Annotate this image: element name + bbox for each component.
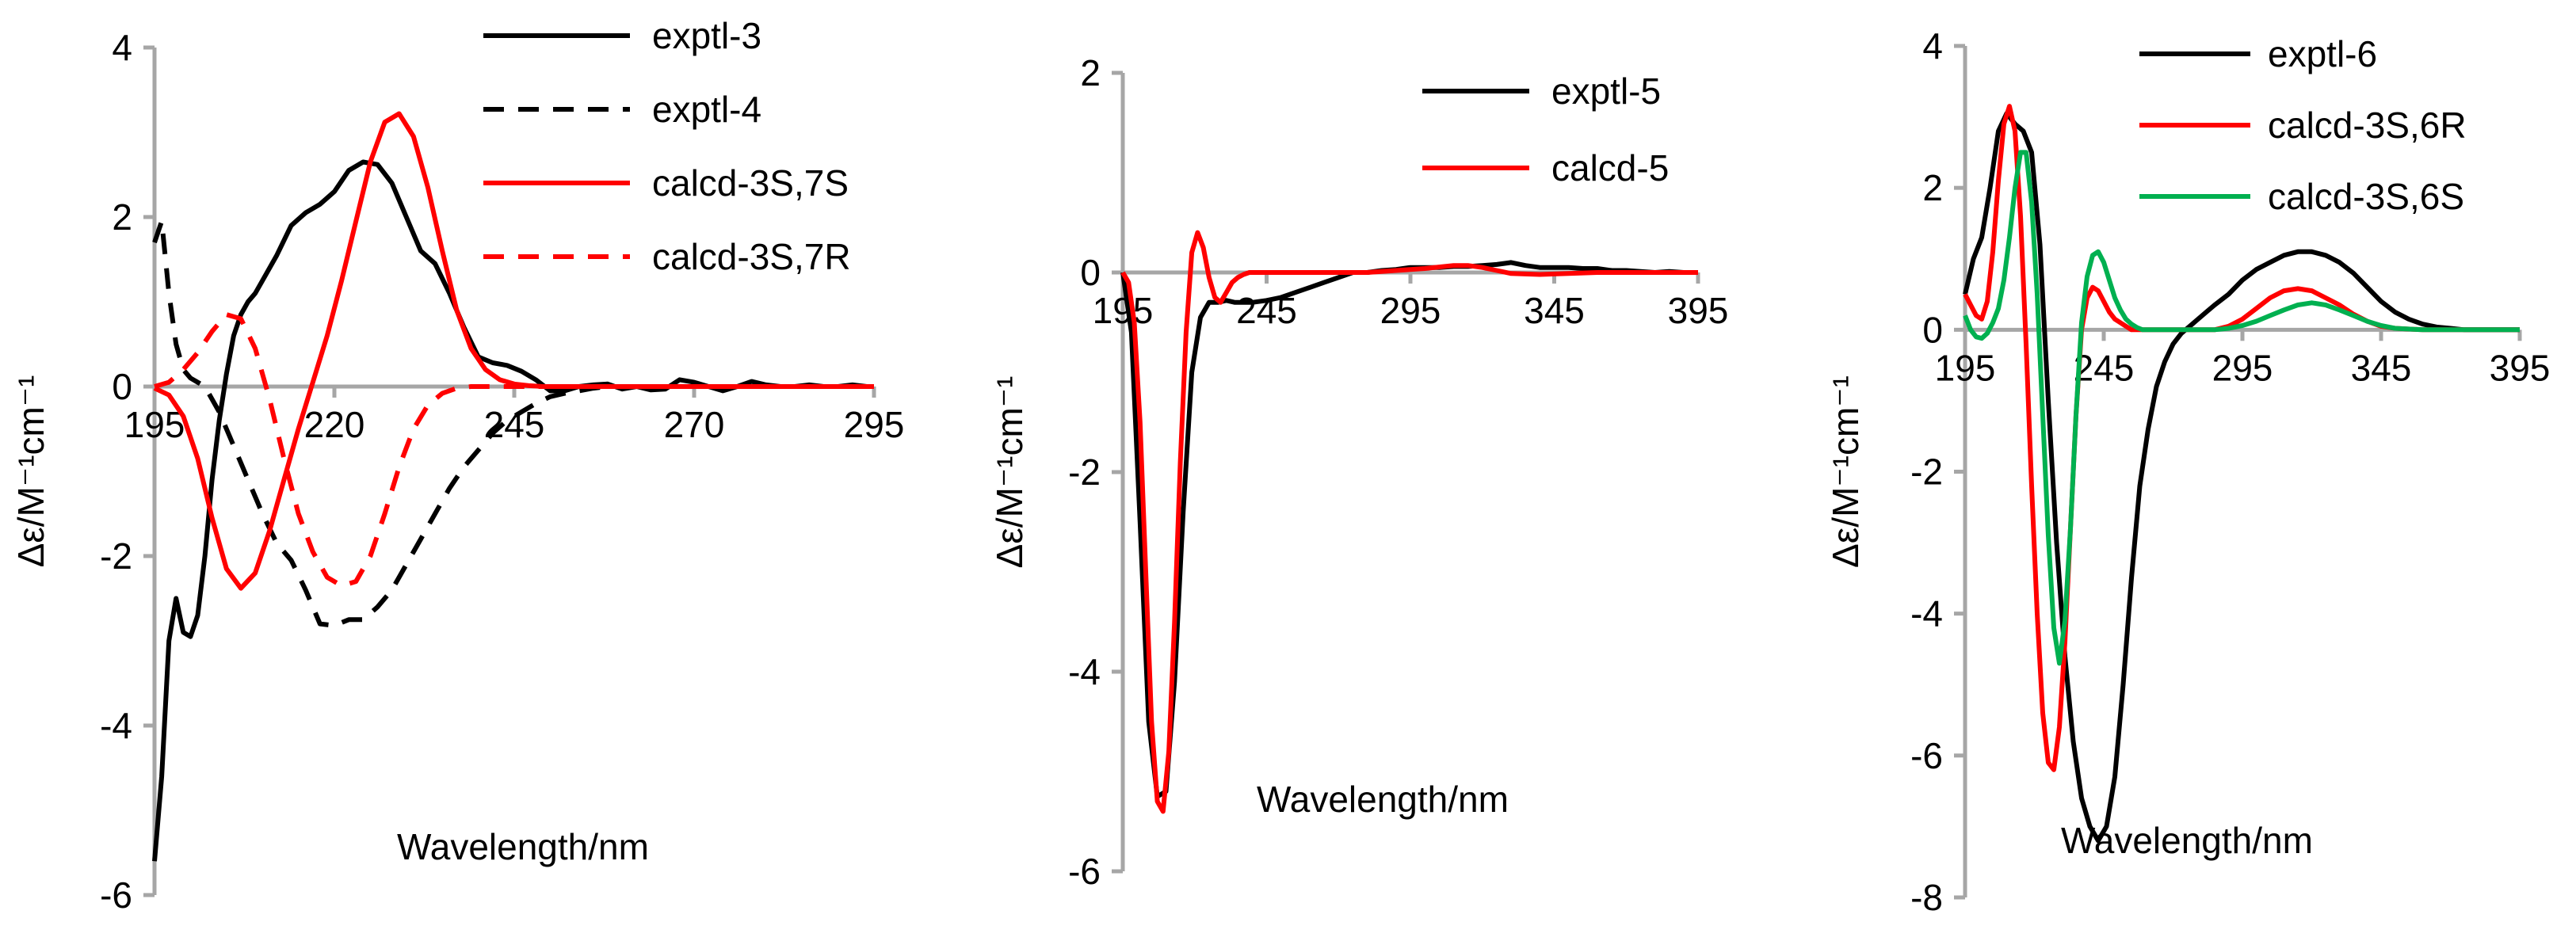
x-axis-title: Wavelength/nm [2061, 820, 2313, 861]
y-tick-label: 0 [1080, 252, 1101, 293]
y-tick-label: 4 [112, 27, 132, 68]
series-line-calcd-3s-7r [154, 312, 874, 589]
y-tick-label: -8 [1910, 877, 1943, 918]
y-tick-label: -6 [1910, 735, 1943, 776]
y-tick-label: 4 [1922, 25, 1943, 67]
legend-label: exptl-6 [2268, 33, 2377, 74]
y-axis-title: Δε/M⁻¹cm⁻¹ [1825, 375, 1866, 568]
x-axis-title: Wavelength/nm [397, 826, 649, 867]
x-tick-label: 195 [1935, 347, 1996, 388]
chart-panel-exptl-3-4: -6 -4 -2 0 2 4 195 220 245 270 295 exptl-3 exptl-4 ca… [10, 15, 904, 916]
y-tick-label: -2 [1910, 451, 1943, 493]
x-tick-label: 295 [844, 404, 905, 445]
legend-label: calcd-5 [1551, 147, 1669, 189]
y-axis-title: Δε/M⁻¹cm⁻¹ [989, 376, 1030, 569]
legend-label: exptl-3 [652, 15, 761, 56]
x-tick-label: 220 [304, 404, 365, 445]
series-line-calcd-3s-6s [1963, 150, 2520, 666]
x-tick-label: 245 [2074, 347, 2135, 388]
y-tick-label: -6 [1068, 851, 1101, 892]
chart-panel-exptl-6: -8 -6 -4 -2 0 2 4 195 245 295 345 395 exptl-6 calcd-3… [1825, 25, 2550, 918]
y-tick-label: -4 [100, 705, 132, 746]
y-tick-label: -4 [1068, 651, 1101, 692]
y-tick-label: 2 [1080, 52, 1101, 93]
x-tick-label: 345 [2351, 347, 2412, 388]
y-tick-label: -4 [1910, 593, 1943, 634]
x-tick-label: 245 [484, 404, 545, 445]
x-tick-label: 295 [1380, 290, 1441, 331]
x-tick-label: 195 [124, 404, 185, 445]
legend-label: calcd-3S,6S [2268, 176, 2464, 217]
x-axis-title: Wavelength/nm [1257, 779, 1509, 820]
series-line-exptl-6 [1963, 111, 2520, 844]
y-tick-label: 0 [1922, 309, 1943, 350]
y-tick-label: -2 [100, 535, 132, 577]
y-tick-label: 0 [112, 366, 132, 407]
y-axis-title: Δε/M⁻¹cm⁻¹ [10, 375, 52, 568]
legend-label: exptl-5 [1551, 70, 1661, 112]
y-tick-label: 2 [112, 196, 132, 238]
series-line-exptl-5 [1120, 260, 1698, 799]
y-tick-label: -6 [100, 874, 132, 916]
x-tick-label: 270 [664, 404, 725, 445]
x-tick-label: 345 [1524, 290, 1585, 331]
x-tick-label: 195 [1093, 290, 1154, 331]
legend-label: calcd-3S,7R [652, 236, 851, 277]
legend-label: calcd-3S,7S [652, 162, 849, 204]
series-line-calcd-5 [1120, 230, 1698, 814]
x-tick-label: 295 [2212, 347, 2273, 388]
y-tick-label: -2 [1068, 451, 1101, 493]
y-tick-label: 2 [1922, 167, 1943, 208]
x-tick-label: 395 [1668, 290, 1729, 331]
legend-label: exptl-4 [652, 89, 761, 130]
x-tick-label: 395 [2490, 347, 2551, 388]
legend-label: calcd-3S,6R [2268, 105, 2467, 146]
